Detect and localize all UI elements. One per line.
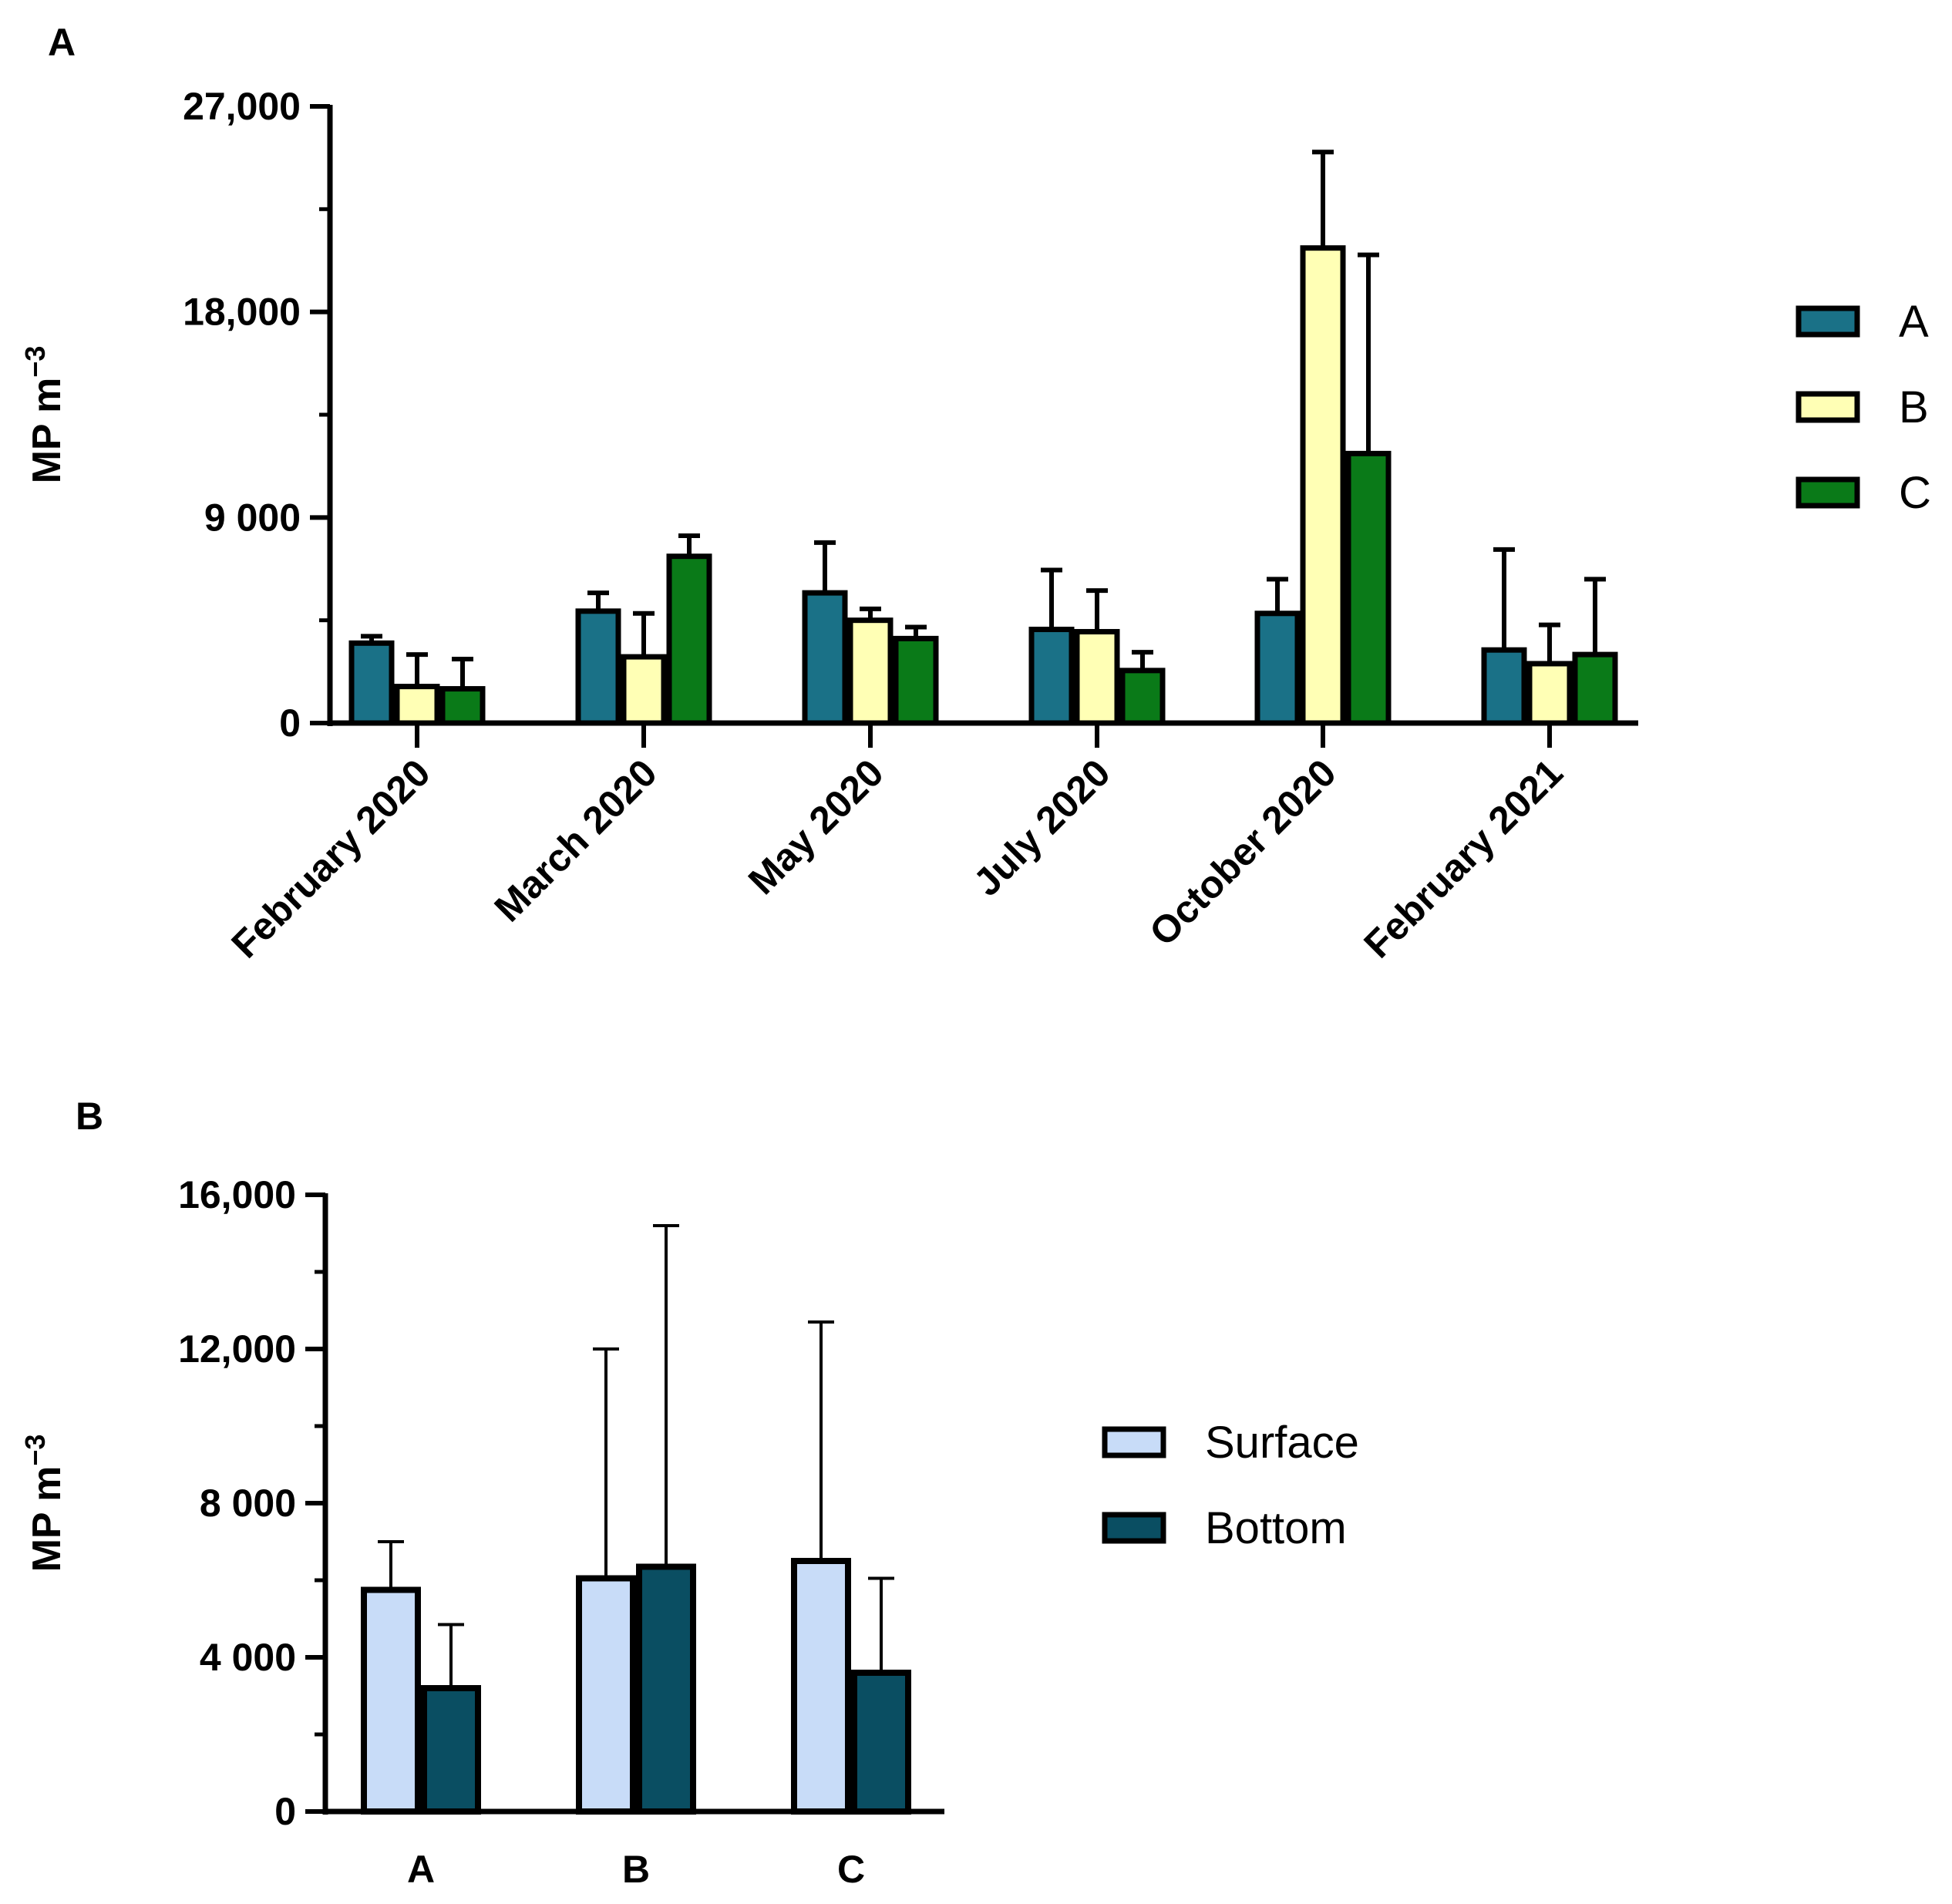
bar-a-february-2020 [348, 640, 395, 726]
chart-b: 0 4 000 8 000 12,000 16,000 MP m−3 A B C Surface B… [19, 1173, 1359, 1891]
bar-surface-c [791, 1558, 851, 1815]
legend-swatch-a [1796, 305, 1860, 338]
legend-label-b: B [1899, 382, 1929, 432]
x-tick-label-october-2020: October 2020 [1141, 751, 1345, 954]
bar-a-july-2020 [1028, 627, 1075, 726]
y-tick-label: 9 000 [204, 496, 301, 539]
bar-b-march-2020 [621, 654, 667, 726]
bar-c-july-2020 [1119, 668, 1166, 726]
bar-c-february-2020 [439, 686, 486, 726]
y-tick-label: 0 [274, 1790, 296, 1833]
x-tick-label-february-2021: February 2021 [1355, 751, 1570, 966]
bar-a-february-2021 [1481, 647, 1527, 726]
x-tick-label-a: A [407, 1848, 435, 1891]
legend-label-a: A [1899, 297, 1929, 347]
bar-bottom-a [421, 1685, 481, 1815]
chart-a: 0 9 000 18,000 27,000 MP m−3 February 2020 Mar… [19, 85, 1931, 967]
bar-b-july-2020 [1074, 628, 1120, 726]
x-tick-label-c: C [837, 1848, 865, 1891]
legend-swatch-c [1796, 476, 1860, 509]
y-axis-label: MP m−3 [19, 346, 69, 484]
x-tick-label-b: B [622, 1848, 650, 1891]
y-tick-label: 4 000 [200, 1636, 296, 1679]
bar-b-february-2021 [1526, 661, 1573, 726]
legend-label-c: C [1899, 468, 1931, 518]
bar-a-october-2020 [1254, 611, 1301, 726]
panel-b-letter: B [76, 1095, 103, 1138]
y-tick-label: 8 000 [200, 1482, 296, 1525]
legend-swatch-surface [1102, 1426, 1166, 1458]
legend-label-surface: Surface [1205, 1418, 1359, 1468]
y-tick-label: 27,000 [183, 85, 301, 128]
bar-c-march-2020 [666, 553, 712, 726]
bar-a-march-2020 [575, 608, 621, 726]
bar-bottom-b [636, 1563, 696, 1815]
legend-swatch-b [1796, 391, 1860, 423]
y-tick-label: 12,000 [178, 1327, 296, 1371]
x-tick-label-july-2020: July 2020 [965, 751, 1119, 904]
bar-b-february-2020 [394, 684, 440, 726]
bar-bottom-c [851, 1670, 911, 1815]
y-axis-label: MP m−3 [19, 1435, 69, 1573]
bar-c-february-2021 [1572, 651, 1618, 726]
bar-surface-b [576, 1575, 636, 1815]
bar-surface-a [361, 1586, 421, 1815]
y-tick-label: 0 [279, 701, 301, 745]
legend-swatch-bottom [1102, 1512, 1166, 1544]
bar-c-may-2020 [893, 635, 939, 726]
panel-a-letter: A [48, 21, 76, 64]
y-axis-label-exponent: −3 [19, 1435, 51, 1466]
bar-c-october-2020 [1345, 450, 1392, 726]
bar-a-may-2020 [802, 590, 848, 726]
bar-b-october-2020 [1300, 245, 1346, 726]
x-tick-label-may-2020: May 2020 [740, 751, 892, 903]
y-tick-label: 16,000 [178, 1173, 296, 1216]
legend-label-bottom: Bottom [1205, 1503, 1347, 1553]
y-tick-label: 18,000 [183, 291, 301, 334]
y-axis-label-exponent: −3 [19, 346, 51, 378]
x-tick-label-february-2020: February 2020 [223, 751, 438, 966]
bar-b-may-2020 [847, 617, 894, 726]
x-tick-label-march-2020: March 2020 [486, 751, 665, 930]
